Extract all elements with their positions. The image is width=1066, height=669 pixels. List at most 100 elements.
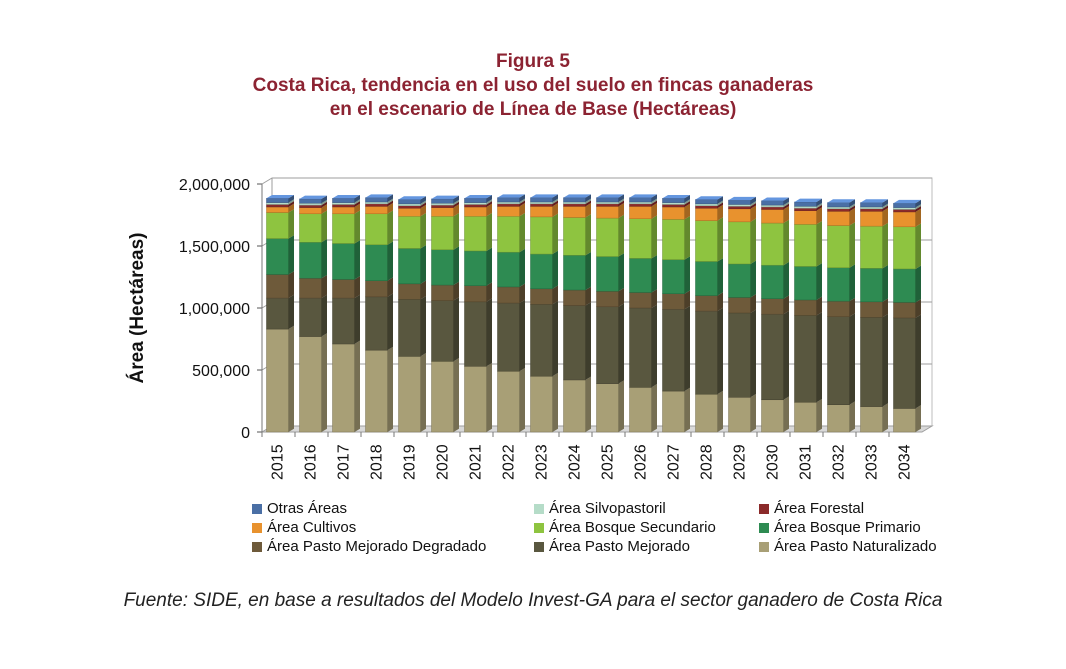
- bar-front: [431, 284, 454, 301]
- bar-front: [332, 198, 355, 203]
- bar-segment: [596, 253, 624, 292]
- bar-front: [761, 209, 784, 224]
- bar-segment: [827, 313, 855, 405]
- bar-side: [783, 219, 789, 266]
- bar-segment: [596, 380, 624, 433]
- bar-front: [365, 201, 388, 205]
- bar-segment: [860, 222, 888, 269]
- bar-top: [431, 195, 459, 199]
- bar-segment: [629, 304, 657, 388]
- bar-side: [420, 280, 426, 300]
- bar-side: [783, 261, 789, 299]
- bar-front: [530, 197, 553, 203]
- bar-side: [816, 263, 822, 300]
- bar-segment: [860, 207, 888, 227]
- bar-side: [882, 403, 888, 432]
- bar-top: [365, 194, 393, 198]
- bar-side: [321, 274, 327, 299]
- bar-segment: [596, 303, 624, 384]
- bar-front: [530, 206, 553, 218]
- bar-front: [596, 306, 619, 384]
- bar-front: [299, 198, 322, 204]
- bar-front: [629, 218, 652, 259]
- bar-side: [849, 401, 855, 432]
- legend-item: Área Cultivos: [252, 519, 356, 537]
- bar-front: [596, 197, 619, 203]
- bar-side: [882, 314, 888, 407]
- bar-top: [563, 194, 591, 198]
- bar-front: [563, 379, 586, 433]
- bar-segment: [266, 271, 294, 299]
- bar-side: [354, 340, 360, 432]
- bar-side: [849, 297, 855, 317]
- bar-front: [827, 206, 850, 210]
- bar-segment: [629, 289, 657, 309]
- legend-label: Área Bosque Primario: [774, 519, 921, 536]
- bar-side: [420, 202, 426, 209]
- bar-side: [552, 200, 558, 207]
- bar-front: [827, 208, 850, 212]
- y-tick-label: 1,500,000: [179, 239, 250, 256]
- bar-side: [552, 198, 558, 204]
- bar-side: [915, 206, 921, 212]
- bar-front: [299, 242, 322, 279]
- bar-side: [288, 325, 294, 432]
- bar-front: [299, 207, 322, 215]
- bar-segment: [794, 263, 822, 301]
- bar-side: [783, 201, 789, 207]
- bar-front: [431, 204, 454, 208]
- bar-segment: [266, 235, 294, 275]
- bar-front: [299, 213, 322, 243]
- bar-front: [530, 288, 553, 305]
- x-tick-label: 2022: [501, 444, 518, 480]
- bar-segment: [299, 195, 327, 204]
- bar-side: [618, 203, 624, 219]
- legend-swatch: [252, 504, 262, 514]
- bar-side: [321, 195, 327, 204]
- bar-side: [915, 314, 921, 409]
- bar-front: [398, 299, 421, 357]
- bar-side: [552, 213, 558, 255]
- bar-segment: [365, 210, 393, 246]
- bar-front: [695, 220, 718, 262]
- bar-front: [728, 199, 751, 205]
- bar-side: [651, 200, 657, 207]
- bar-side: [585, 286, 591, 306]
- bar-segment: [893, 199, 921, 208]
- bar-front: [266, 274, 289, 299]
- bar-segment: [365, 277, 393, 298]
- legend-label: Área Pasto Naturalizado: [774, 538, 937, 555]
- bar-side: [288, 271, 294, 299]
- bar-front: [398, 283, 421, 300]
- bar-front: [827, 202, 850, 208]
- bar-front: [563, 217, 586, 256]
- bar-segment: [695, 390, 723, 433]
- bar-segment: [761, 396, 789, 433]
- bar-side: [717, 390, 723, 432]
- bar-front: [761, 399, 784, 433]
- bar-side: [519, 203, 525, 217]
- bar-top: [761, 197, 789, 201]
- bar-front: [629, 307, 652, 388]
- bar-front: [464, 215, 487, 252]
- bar-segment: [662, 216, 690, 260]
- bar-segment: [563, 194, 591, 203]
- bar-front: [695, 203, 718, 206]
- bar-side: [420, 196, 426, 204]
- bar-segment: [596, 214, 624, 257]
- bar-segment: [728, 309, 756, 398]
- legend-item: Área Bosque Secundario: [534, 519, 716, 537]
- bar-segment: [497, 248, 525, 288]
- bar-segment: [299, 238, 327, 279]
- bar-front: [266, 204, 289, 208]
- x-tick-label: 2027: [666, 444, 683, 480]
- legend-label: Área Pasto Mejorado Degradado: [267, 538, 487, 555]
- bar-side: [387, 210, 393, 245]
- bar-side: [519, 198, 525, 204]
- y-tick-label: 1,000,000: [179, 301, 250, 318]
- bar-front: [728, 204, 751, 207]
- bar-front: [695, 393, 718, 433]
- bar-segment: [365, 346, 393, 433]
- bar-segment: [728, 393, 756, 433]
- bar-side: [651, 194, 657, 202]
